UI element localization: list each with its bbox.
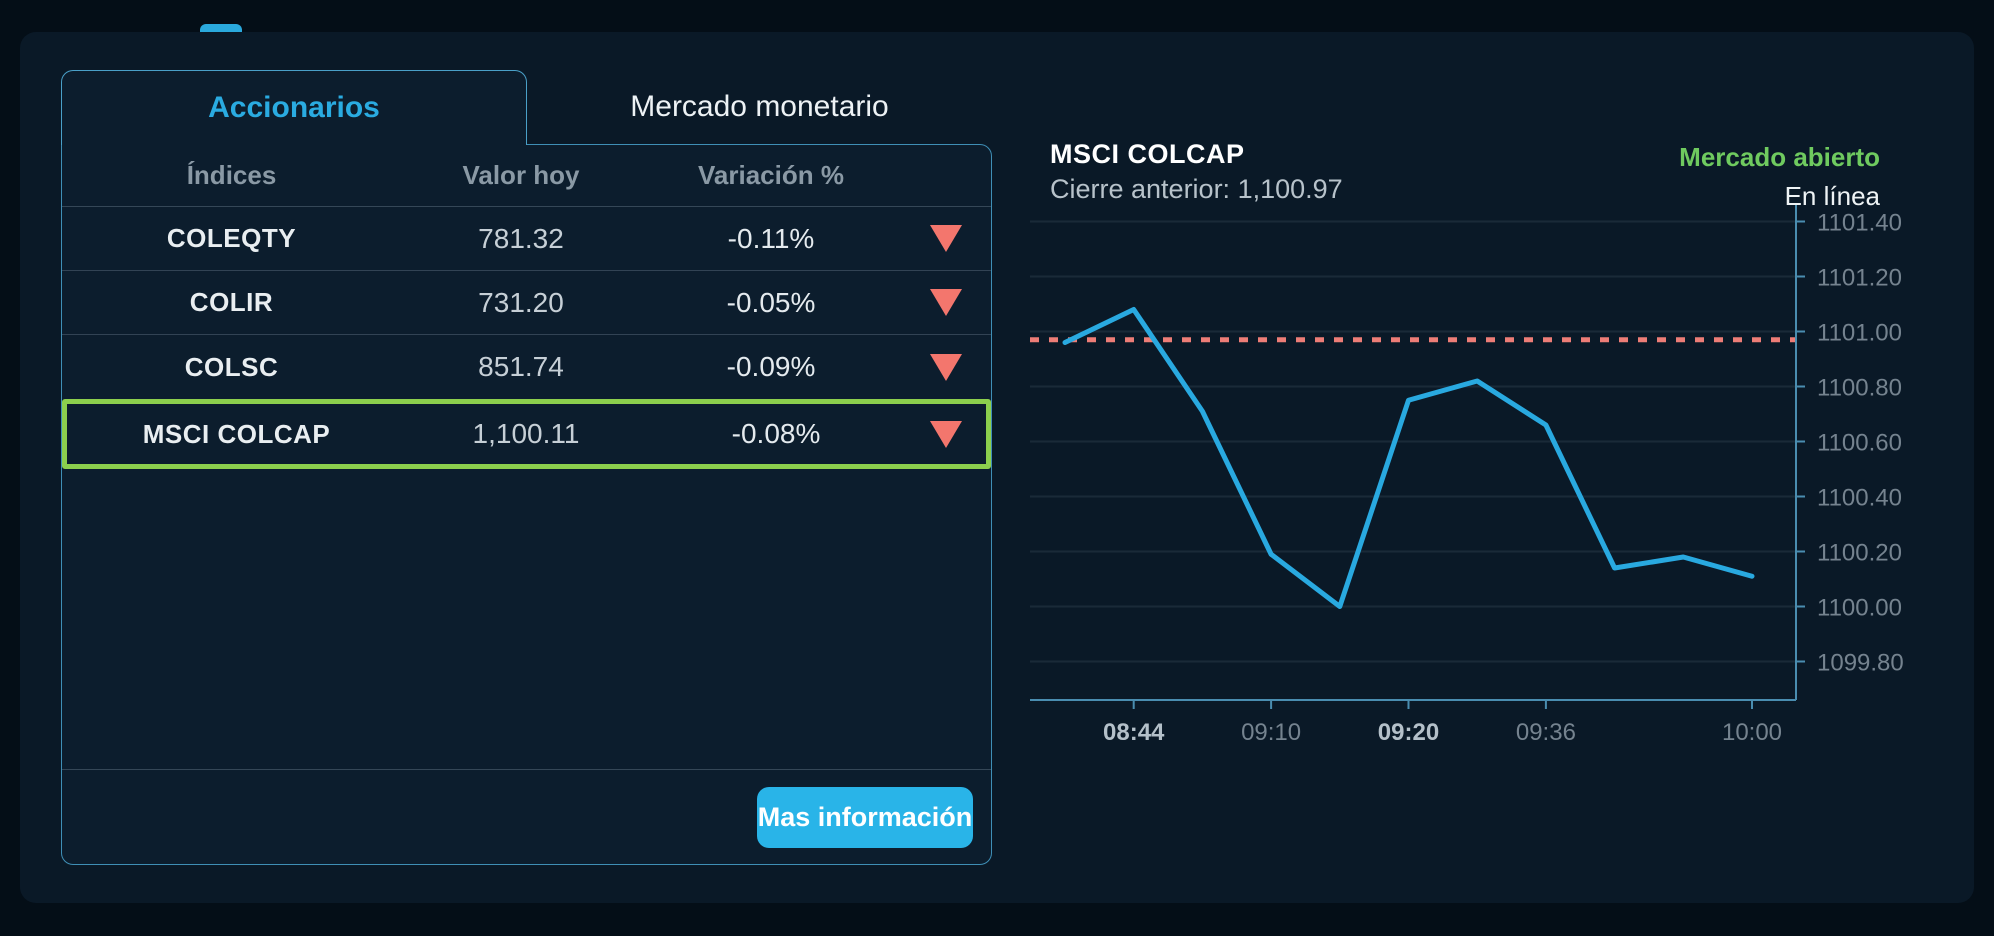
online-badge: En línea xyxy=(1784,181,1880,211)
table-row-coleqty[interactable]: COLEQTY 781.32 -0.11% xyxy=(62,207,991,271)
indices-panel: Accionarios Mercado monetario Índices Va… xyxy=(61,70,992,865)
index-name: MSCI COLCAP xyxy=(142,418,331,449)
down-triangle-icon xyxy=(930,420,962,448)
indices-table: Índices Valor hoy Variación % COLEQTY 78… xyxy=(61,144,992,865)
tab-accionarios[interactable]: Accionarios xyxy=(61,70,527,145)
header-valor-hoy: Valor hoy xyxy=(462,160,580,190)
table-header-row: Índices Valor hoy Variación % xyxy=(62,145,991,207)
button-bar: Mas información xyxy=(62,769,991,864)
index-name: COLSC xyxy=(184,351,279,382)
index-variation: -0.11% xyxy=(727,222,815,254)
market-widget-card: Accionarios Mercado monetario Índices Va… xyxy=(20,32,1974,903)
index-value: 851.74 xyxy=(478,351,564,382)
mas-informacion-button[interactable]: Mas información xyxy=(757,786,973,848)
index-name: COLIR xyxy=(189,287,274,317)
previous-close-label: Cierre anterior: 1,100.97 xyxy=(1050,174,1343,204)
table-row-colir[interactable]: COLIR 731.20 -0.05% xyxy=(62,271,991,335)
index-value: 781.32 xyxy=(478,222,564,254)
index-name: COLEQTY xyxy=(166,223,297,253)
index-value: 1,100.11 xyxy=(472,418,580,449)
index-value: 731.20 xyxy=(478,286,564,318)
down-triangle-icon xyxy=(930,353,962,381)
table-row-msci-colcap-selected[interactable]: MSCI COLCAP 1,100.11 -0.08% xyxy=(62,399,991,469)
chart-title: MSCI COLCAP xyxy=(1050,139,1245,169)
header-indices: Índices xyxy=(186,160,277,190)
index-variation: -0.05% xyxy=(726,286,816,318)
market-status: Mercado abierto En línea xyxy=(1679,142,1880,212)
index-variation: -0.09% xyxy=(726,351,816,382)
header-variacion: Variación % xyxy=(698,160,844,190)
down-triangle-icon xyxy=(930,289,962,316)
down-triangle-icon xyxy=(930,225,962,252)
tab-mercado-monetario[interactable]: Mercado monetario xyxy=(630,90,889,123)
index-variation: -0.08% xyxy=(731,418,821,449)
table-row-colsc[interactable]: COLSC 851.74 -0.09% xyxy=(62,335,991,399)
market-open-badge: Mercado abierto xyxy=(1679,142,1880,172)
